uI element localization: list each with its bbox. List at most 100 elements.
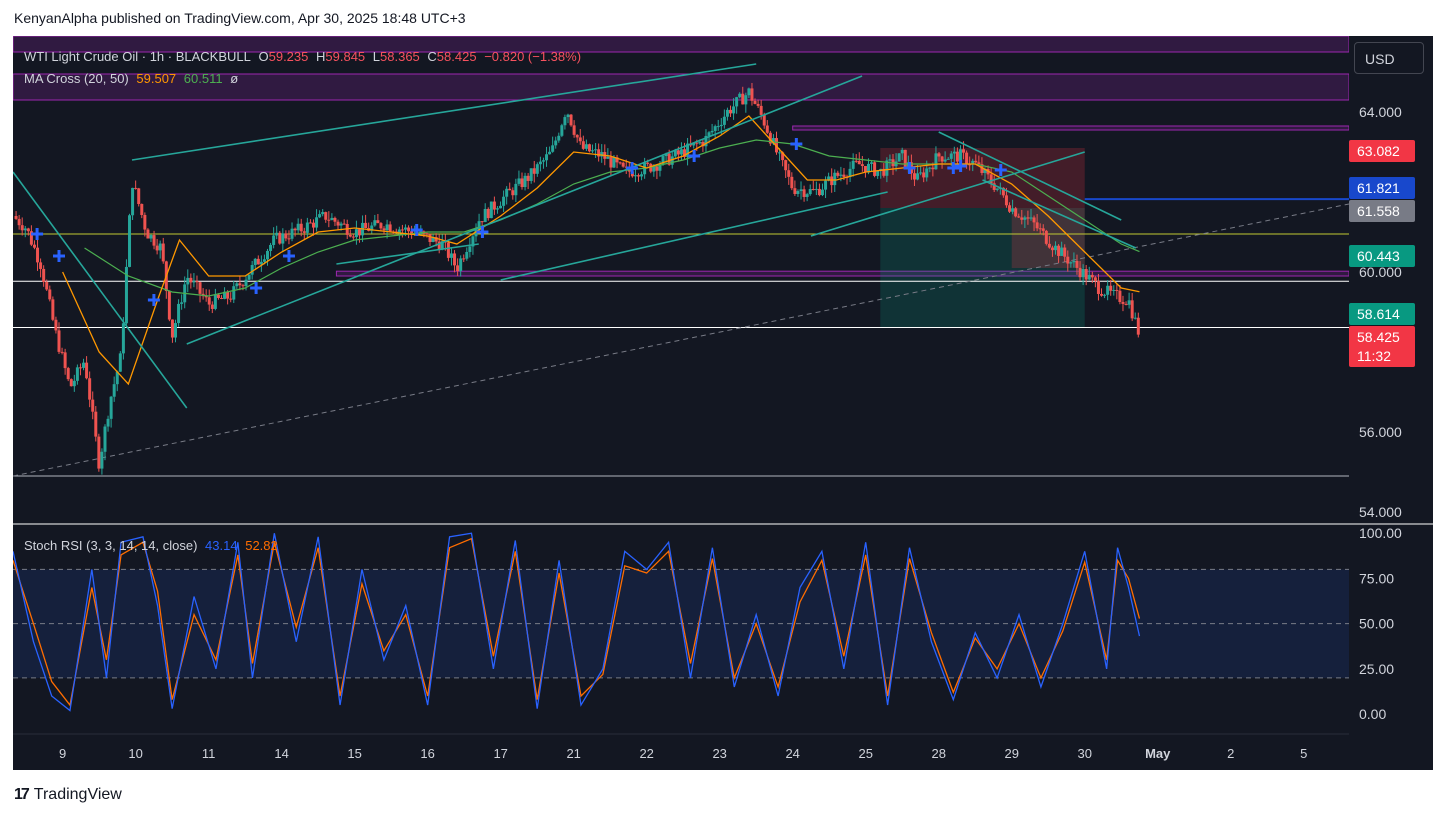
candle-body-42 bbox=[143, 215, 147, 230]
candle-body-298 bbox=[928, 167, 932, 169]
candle-body-191 bbox=[600, 152, 604, 157]
candle-body-222 bbox=[695, 142, 699, 144]
candle-body-45 bbox=[152, 235, 156, 246]
stoch-rsi-pane[interactable] bbox=[13, 532, 1349, 712]
candle-body-155 bbox=[489, 201, 493, 219]
price-tag-61821: 61.821 bbox=[1349, 177, 1415, 199]
candle-body-56 bbox=[186, 277, 190, 285]
candle-body-27 bbox=[97, 436, 101, 469]
chart-frame[interactable]: 9 10 11 14 15 16 17 21 22 23 24 25 28 29 30 May 2 5 WTI L… bbox=[13, 36, 1349, 770]
legend-change: −0.820 (−1.38%) bbox=[484, 49, 582, 64]
candle-body-290 bbox=[903, 149, 907, 167]
candle-body-120 bbox=[382, 228, 386, 231]
time-tick-3: 14 bbox=[274, 746, 288, 761]
candle-body-111 bbox=[354, 229, 358, 238]
candle-body-263 bbox=[820, 189, 824, 196]
candle-body-207 bbox=[649, 163, 653, 172]
trendline-2 bbox=[186, 75, 863, 345]
price-pane[interactable] bbox=[13, 36, 1349, 525]
candle-body-12 bbox=[51, 299, 55, 320]
candle-body-36 bbox=[124, 266, 128, 324]
tradingview-logo[interactable]: 17 TradingView bbox=[14, 786, 122, 804]
legend-close-label: C bbox=[427, 49, 437, 64]
ma-cross-marker-12 bbox=[954, 160, 967, 172]
candle-body-322 bbox=[1001, 187, 1005, 196]
resistance-zone-3 bbox=[335, 270, 1349, 277]
candle-body-33 bbox=[115, 371, 119, 385]
chart-canvas[interactable]: 9 10 11 14 15 16 17 21 22 23 24 25 28 29 30 May 2 5 bbox=[13, 36, 1349, 770]
stoch-rsi-label: Stoch RSI (3, 3, 14, 14, close) bbox=[24, 538, 198, 553]
price-axis-canvas[interactable]: 64.000 60.000 56.000 54.000 100.00 75.00 50.00… bbox=[1349, 36, 1433, 770]
time-tick-8: 22 bbox=[639, 746, 653, 761]
candle-body-265 bbox=[827, 176, 831, 181]
candle-body-181 bbox=[569, 114, 573, 126]
candle-body-47 bbox=[158, 243, 162, 251]
candle-body-262 bbox=[817, 188, 821, 196]
position-target-zone-0 bbox=[880, 208, 1085, 328]
candle-body-196 bbox=[615, 157, 619, 163]
candle-body-362 bbox=[1124, 303, 1128, 305]
time-axis[interactable]: 9 10 11 14 15 16 17 21 22 23 24 25 28 29 30 May 2 5 bbox=[13, 733, 1349, 761]
price-tick-0: 64.000 bbox=[1359, 104, 1402, 120]
price-tick-1: 60.000 bbox=[1359, 264, 1402, 280]
candle-body-204 bbox=[640, 174, 644, 177]
candle-body-38 bbox=[131, 187, 135, 216]
currency-button[interactable]: USD bbox=[1354, 42, 1424, 74]
candle-body-16 bbox=[63, 352, 67, 369]
candle-body-73 bbox=[238, 283, 242, 286]
candle-body-179 bbox=[563, 117, 567, 126]
price-tag-63082: 63.082 bbox=[1349, 140, 1415, 162]
candle-body-169 bbox=[532, 168, 536, 174]
candle-body-81 bbox=[262, 259, 266, 262]
candle-body-173 bbox=[545, 154, 549, 161]
candle-body-289 bbox=[900, 149, 904, 154]
candle-body-251 bbox=[784, 160, 788, 171]
candle-body-189 bbox=[594, 149, 598, 151]
ma-cross-marker-1 bbox=[52, 250, 65, 262]
candle-body-283 bbox=[882, 168, 886, 176]
candle-body-346 bbox=[1075, 260, 1079, 268]
candle-body-20 bbox=[75, 367, 79, 381]
candle-body-35 bbox=[121, 323, 125, 354]
candle-body-116 bbox=[370, 225, 374, 231]
candle-body-254 bbox=[793, 188, 797, 194]
candle-body-241 bbox=[753, 100, 757, 104]
ma-cross-marker-7 bbox=[626, 162, 639, 174]
rsi-tick-1: 75.00 bbox=[1359, 570, 1394, 586]
candle-body-112 bbox=[357, 229, 361, 236]
candle-body-110 bbox=[351, 236, 355, 238]
candle-body-59 bbox=[195, 281, 199, 283]
candle-body-80 bbox=[259, 261, 263, 265]
candle-body-66 bbox=[216, 294, 220, 298]
ma-legend[interactable]: MA Cross (20, 50) 59.507 60.511 ø bbox=[24, 71, 242, 86]
candle-body-122 bbox=[388, 224, 392, 232]
candle-body-343 bbox=[1066, 256, 1070, 264]
candle-body-198 bbox=[621, 162, 625, 167]
candle-body-229 bbox=[716, 126, 720, 128]
candle-body-148 bbox=[468, 246, 472, 252]
time-tick-11: 25 bbox=[858, 746, 872, 761]
candles bbox=[14, 82, 1140, 475]
candle-body-19 bbox=[72, 380, 76, 387]
rsi-legend[interactable]: Stoch RSI (3, 3, 14, 14, close) 43.14 52… bbox=[24, 538, 282, 553]
candle-body-13 bbox=[54, 319, 58, 331]
candle-body-218 bbox=[683, 149, 687, 157]
candle-body-121 bbox=[385, 224, 389, 231]
candle-body-345 bbox=[1072, 260, 1076, 263]
candle-body-264 bbox=[824, 180, 828, 190]
candle-body-4 bbox=[26, 228, 30, 232]
candle-body-341 bbox=[1060, 247, 1064, 256]
candle-body-296 bbox=[922, 172, 926, 178]
candle-body-14 bbox=[57, 330, 61, 352]
candle-body-261 bbox=[814, 188, 818, 190]
candle-body-190 bbox=[597, 149, 601, 157]
candle-body-85 bbox=[275, 232, 279, 236]
candle-body-350 bbox=[1087, 274, 1091, 280]
candle-body-314 bbox=[977, 162, 981, 165]
candle-body-172 bbox=[541, 160, 545, 162]
candle-body-145 bbox=[459, 258, 463, 272]
candle-body-340 bbox=[1057, 245, 1061, 256]
candle-body-26 bbox=[94, 411, 98, 437]
candle-body-277 bbox=[863, 166, 867, 173]
time-tick-14: 30 bbox=[1077, 746, 1091, 761]
